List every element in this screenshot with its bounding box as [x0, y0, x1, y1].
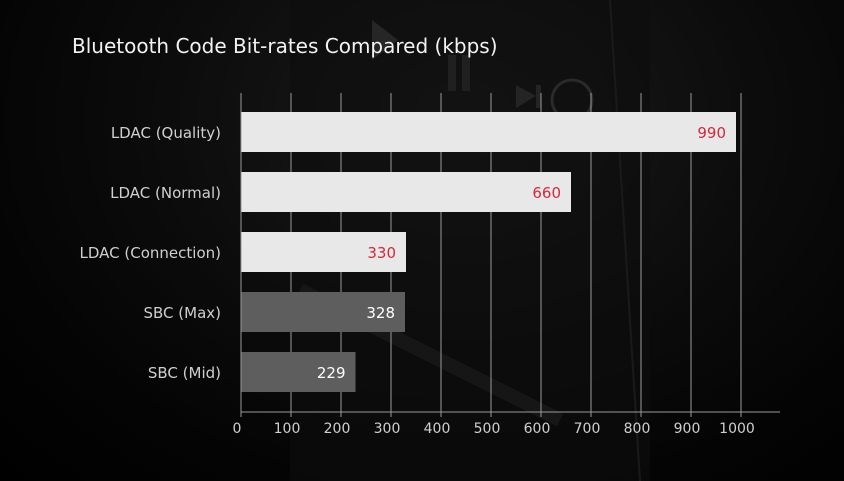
bar-2: [241, 232, 406, 272]
category-label-3: SBC (Max): [143, 304, 221, 322]
bars: [241, 112, 736, 392]
category-label-0: LDAC (Quality): [111, 124, 221, 142]
axes: [240, 93, 780, 417]
tick-label-1000: 1000: [719, 421, 755, 437]
tick-label-800: 800: [624, 421, 651, 437]
tick-label-300: 300: [374, 421, 401, 437]
bar-3: [241, 292, 405, 332]
tick-label-700: 700: [574, 421, 601, 437]
value-label-4: 229: [317, 364, 346, 382]
tick-label-500: 500: [474, 421, 501, 437]
tick-label-400: 400: [424, 421, 451, 437]
value-label-0: 990: [697, 124, 726, 142]
category-label-1: LDAC (Normal): [110, 184, 221, 202]
bar-0: [241, 112, 736, 152]
tick-label-600: 600: [524, 421, 551, 437]
tick-label-900: 900: [674, 421, 701, 437]
bar-4: [241, 352, 356, 392]
tick-label-0: 0: [233, 421, 242, 437]
chart-title: Bluetooth Code Bit-rates Compared (kbps): [72, 34, 498, 58]
tick-label-200: 200: [324, 421, 351, 437]
tick-label-100: 100: [274, 421, 301, 437]
category-label-4: SBC (Mid): [148, 364, 221, 382]
value-label-1: 660: [532, 184, 561, 202]
bar-1: [241, 172, 571, 212]
labels: 0 100 200 300 400 500 600 700 800 900 1000 990 LDAC …: [80, 124, 755, 437]
category-label-2: LDAC (Connection): [80, 244, 221, 262]
value-label-2: 330: [367, 244, 396, 262]
value-label-3: 328: [366, 304, 395, 322]
